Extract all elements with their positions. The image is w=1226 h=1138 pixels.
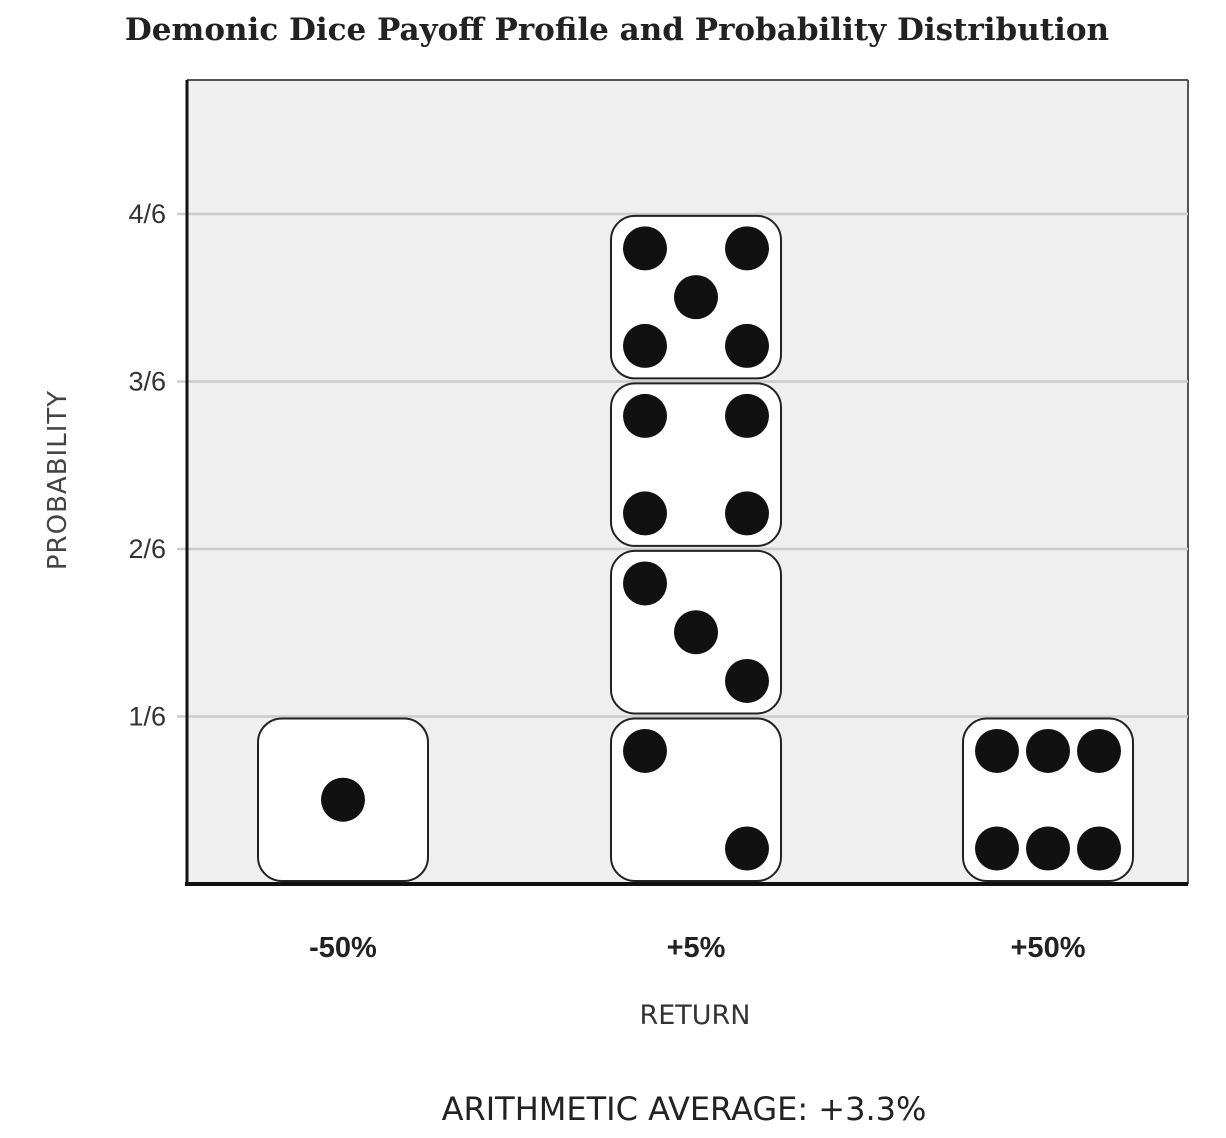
y-tick-label: 2/6 bbox=[128, 534, 166, 564]
x-category-label: +5% bbox=[667, 932, 726, 964]
die-pip bbox=[725, 393, 769, 438]
die-pip bbox=[623, 393, 667, 438]
die-pip bbox=[1077, 826, 1121, 871]
y-tick-label: 4/6 bbox=[128, 199, 166, 229]
arithmetic-average-annotation: ARITHMETIC AVERAGE: +3.3% bbox=[441, 1090, 927, 1128]
die-pip bbox=[975, 826, 1019, 871]
die-pip bbox=[975, 728, 1019, 773]
x-category-label: +50% bbox=[1011, 932, 1086, 964]
die-pip bbox=[321, 777, 365, 822]
die-pip bbox=[725, 226, 769, 271]
x-axis-label: RETURN bbox=[639, 1000, 751, 1031]
die-pip bbox=[1077, 728, 1121, 773]
die-pip bbox=[1026, 826, 1070, 871]
die-pip bbox=[623, 561, 667, 606]
die-pip bbox=[674, 275, 718, 320]
die-pip bbox=[674, 610, 718, 655]
y-tick-label: 3/6 bbox=[128, 367, 166, 397]
chart-title: Demonic Dice Payoff Profile and Probabil… bbox=[124, 12, 1110, 48]
die-pip bbox=[623, 728, 667, 773]
die-pip bbox=[725, 826, 769, 871]
die-pip bbox=[725, 323, 769, 368]
die-pip bbox=[725, 491, 769, 536]
y-tick-label: 1/6 bbox=[128, 701, 166, 731]
x-category-label: -50% bbox=[309, 932, 377, 964]
die-pip bbox=[623, 323, 667, 368]
die-pip bbox=[1026, 728, 1070, 773]
die-pip bbox=[623, 491, 667, 536]
die-pip bbox=[623, 226, 667, 271]
die-pip bbox=[725, 658, 769, 703]
